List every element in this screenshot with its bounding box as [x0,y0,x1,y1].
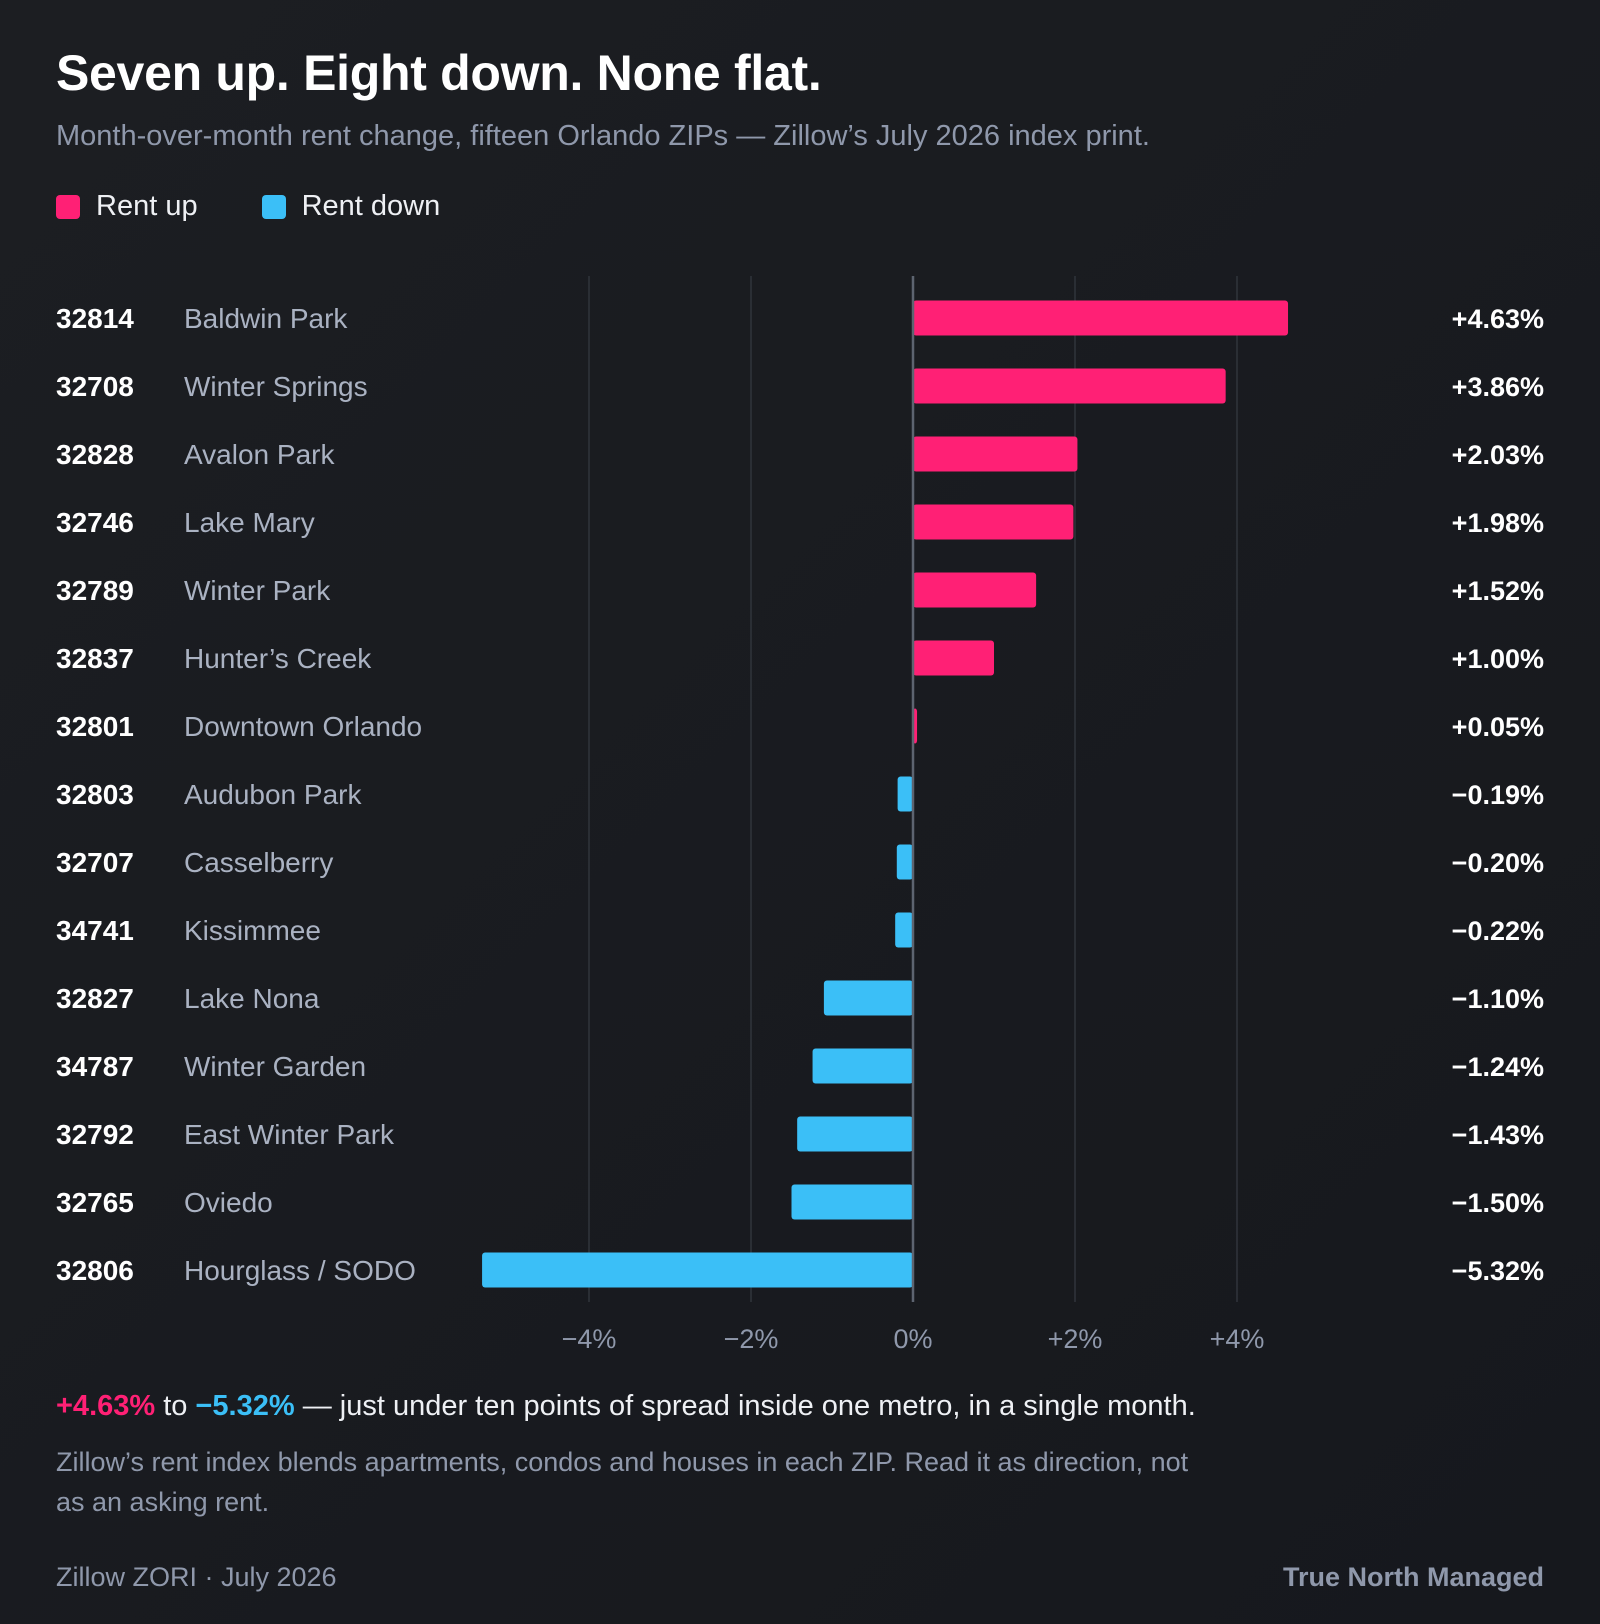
zip-label: 34741 [56,915,134,946]
value-label: +4.63% [1452,304,1544,334]
zip-label: 34787 [56,1051,134,1082]
neighborhood-label: Casselberry [184,847,333,878]
value-label: −0.20% [1452,848,1544,878]
value-label: −0.19% [1452,780,1544,810]
summary-text: — just under ten points of spread inside… [294,1390,1196,1422]
value-label: −1.24% [1452,1052,1544,1082]
legend-label-down: Rent down [301,190,441,222]
bar-32789 [913,572,1037,608]
summary-connector: to [155,1390,196,1422]
neighborhood-label: Avalon Park [184,439,335,470]
zip-label: 32803 [56,779,134,810]
zip-label: 32801 [56,711,134,742]
value-label: +3.86% [1452,372,1544,402]
summary-low: −5.32% [195,1390,295,1422]
value-label: −1.50% [1452,1188,1544,1218]
bar-32814 [913,300,1289,336]
bar-34741 [895,912,913,948]
x-tick-label: +4% [1210,1324,1265,1354]
summary-line: +4.63% to −5.32% — just under ten points… [56,1390,1196,1423]
legend-swatch-down [261,194,286,219]
bar-32707 [896,844,913,880]
neighborhood-label: Kissimmee [184,915,321,946]
neighborhood-label: Winter Springs [184,371,368,402]
neighborhood-label: Lake Nona [184,983,320,1014]
x-tick-label: +2% [1048,1324,1103,1354]
value-label: +0.05% [1452,712,1544,742]
neighborhood-label: East Winter Park [184,1119,395,1150]
zip-label: 32708 [56,371,134,402]
neighborhood-label: Baldwin Park [184,303,348,334]
value-label: +1.98% [1452,508,1544,538]
zip-label: 32792 [56,1119,134,1150]
chart-subtitle: Month-over-month rent change, fifteen Or… [56,120,1150,152]
value-label: +2.03% [1452,440,1544,470]
legend-item-down: Rent down [261,190,441,223]
neighborhood-label: Hourglass / SODO [184,1255,416,1286]
bar-chart: −4% −2% 0% +2% +4% 32814 Baldwin Park +4.63% 327… [56,276,1544,1354]
zip-label: 32707 [56,847,134,878]
value-label: −0.22% [1452,916,1544,946]
value-label: +1.52% [1452,576,1544,606]
neighborhood-label: Lake Mary [184,507,315,538]
neighborhood-label: Hunter’s Creek [184,643,372,674]
x-tick-label: −4% [562,1324,617,1354]
neighborhood-label: Downtown Orlando [184,711,422,742]
source-credit: Zillow ZORI · July 2026 [56,1562,337,1592]
bar-32746 [913,504,1074,540]
bar-32765 [791,1184,913,1220]
bar-32792 [797,1116,913,1152]
value-label: −1.10% [1452,984,1544,1014]
value-label: −5.32% [1452,1256,1544,1286]
bar-32708 [913,368,1226,404]
chart-title: Seven up. Eight down. None flat. [56,45,822,101]
zip-label: 32789 [56,575,134,606]
x-tick-label: −2% [724,1324,779,1354]
summary-high: +4.63% [56,1390,156,1422]
neighborhood-label: Audubon Park [184,779,362,810]
zip-label: 32837 [56,643,134,674]
x-tick-label: 0% [893,1324,932,1354]
legend-item-up: Rent up [56,190,198,223]
legend: Rent up Rent down [56,190,504,223]
zip-label: 32814 [56,303,134,334]
bar-32803 [897,776,913,812]
value-label: −1.43% [1452,1120,1544,1150]
brand-credit: True North Managed [1282,1562,1544,1592]
neighborhood-label: Winter Park [184,575,331,606]
bar-32806 [482,1252,913,1288]
value-label: +1.00% [1452,644,1544,674]
zip-label: 32806 [56,1255,134,1286]
zip-label: 32765 [56,1187,134,1218]
footnote: Zillow’s rent index blends apartments, c… [56,1447,1189,1517]
bar-32837 [913,640,994,676]
legend-label-up: Rent up [96,190,198,222]
bar-32828 [913,436,1078,472]
bar-34787 [812,1048,913,1084]
zip-label: 32828 [56,439,134,470]
legend-swatch-up [56,194,80,219]
neighborhood-label: Oviedo [184,1187,273,1218]
zip-label: 32746 [56,507,134,538]
bar-32827 [823,980,913,1016]
zip-label: 32827 [56,983,134,1014]
neighborhood-label: Winter Garden [184,1051,366,1082]
